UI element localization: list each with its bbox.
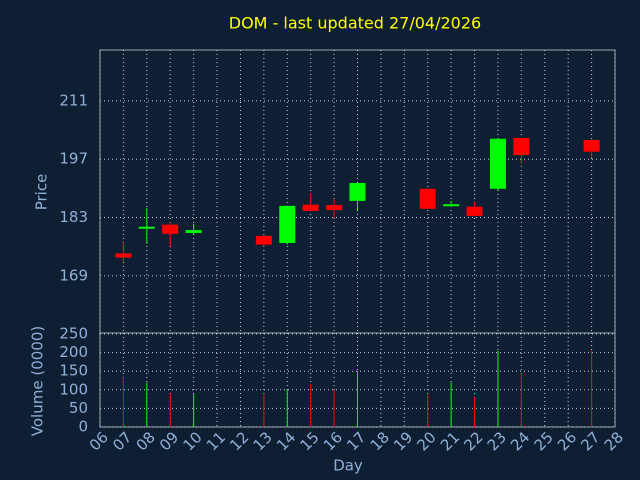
volume-tick-label: 150 — [59, 362, 88, 380]
volume-tick-label: 100 — [59, 380, 88, 398]
candle-body — [513, 137, 530, 156]
candle-body — [326, 205, 343, 211]
candle-body — [443, 204, 460, 207]
candle-body — [115, 253, 132, 258]
candle-body — [255, 235, 272, 245]
candle-body — [583, 140, 600, 152]
volume-tick-label: 200 — [59, 343, 88, 361]
candle-body — [138, 226, 155, 229]
volume-axis-label: Volume (0000) — [29, 326, 47, 436]
volume-tick-label: 250 — [59, 325, 88, 343]
y-tick-label: 197 — [59, 150, 88, 168]
y-tick-label: 183 — [59, 208, 88, 226]
volume-tick-label: 50 — [69, 399, 88, 417]
candle-body — [466, 206, 483, 216]
y-tick-label: 169 — [59, 266, 88, 284]
y-axis-label: Price — [33, 174, 51, 211]
chart-title: DOM - last updated 27/04/2026 — [229, 14, 481, 33]
y-tick-label: 211 — [59, 91, 88, 109]
candle-body — [185, 230, 202, 233]
candle-body — [489, 138, 506, 189]
candle-body — [302, 204, 319, 211]
candle-body — [419, 188, 436, 209]
candle-body — [349, 182, 366, 201]
x-axis-label: Day — [333, 457, 363, 475]
candle-body — [162, 224, 179, 234]
volume-tick-label: 0 — [78, 418, 88, 436]
candle-body — [279, 205, 296, 243]
